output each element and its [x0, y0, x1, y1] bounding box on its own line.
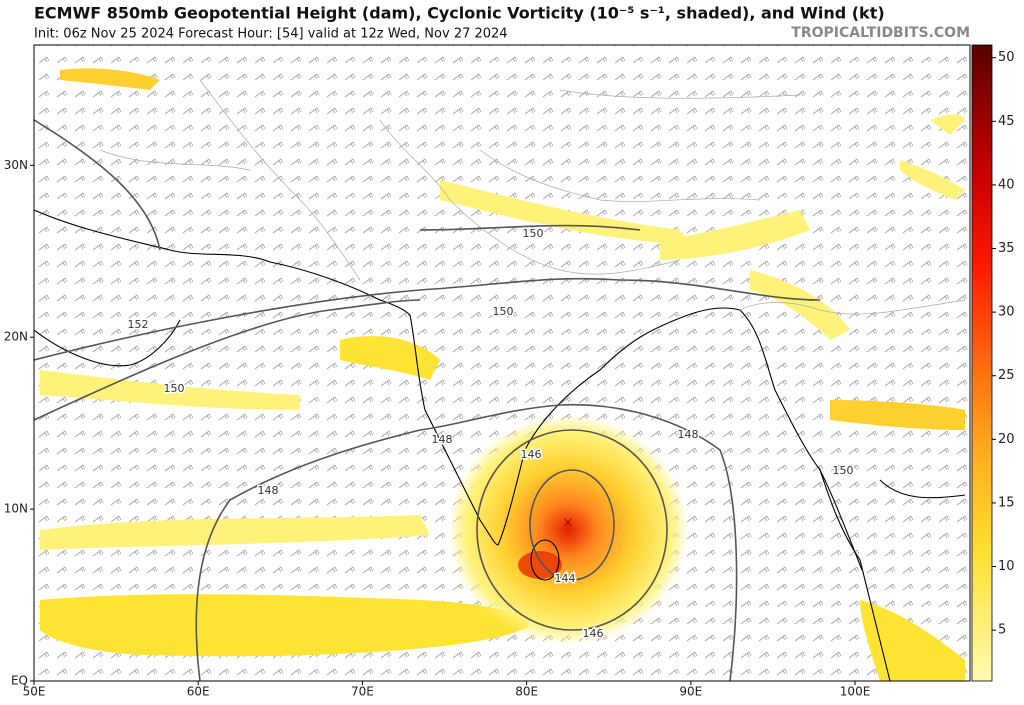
colorbar-label: 15 — [998, 495, 1015, 510]
y-tick-label: EQ — [11, 674, 28, 688]
contour-label: 148 — [258, 484, 279, 497]
x-tick-label: 50E — [23, 685, 46, 699]
contour-label: 148 — [432, 433, 453, 446]
colorbar-label: 45 — [998, 114, 1015, 129]
coastlines — [34, 209, 966, 681]
colorbar-label: 50 — [998, 50, 1015, 65]
colorbar-label: 40 — [998, 177, 1015, 192]
colorbar-label: 35 — [998, 241, 1015, 256]
title: ECMWF 850mb Geopotential Height (dam), C… — [34, 4, 885, 23]
subtitle: Init: 06z Nov 25 2024 Forecast Hour: [54… — [34, 27, 508, 42]
cyclone-center-marker: × — [563, 516, 574, 531]
map-area: 150 150 152 150 148 148 146 148 144 146 150 × — [34, 45, 970, 681]
contour-label: 146 — [521, 448, 542, 461]
map-frame — [33, 44, 971, 682]
contour-label: 148 — [678, 428, 699, 441]
contour-label: 150 — [164, 382, 185, 395]
x-tick-label: 100E — [840, 685, 871, 699]
x-tick-label: 80E — [515, 685, 538, 699]
height-contours — [34, 119, 821, 681]
cyclone-vorticity — [448, 415, 688, 645]
contour-label: 146 — [583, 627, 604, 640]
colorbar-label: 5 — [998, 623, 1006, 638]
colorbar — [971, 44, 993, 682]
contour-label: 152 — [128, 318, 149, 331]
colorbar-label: 30 — [998, 305, 1015, 320]
contour-label: 144 — [555, 572, 576, 585]
y-tick-label: 30N — [4, 158, 28, 172]
contour-label: 150 — [493, 305, 514, 318]
contour-label: 150 — [833, 464, 854, 477]
borders — [99, 79, 966, 315]
site-name: TROPICALTIDBITS.COM — [791, 25, 970, 41]
colorbar-label: 10 — [998, 559, 1015, 574]
contour-labels: 150 150 152 150 148 148 146 148 144 146 150 — [126, 226, 855, 642]
y-tick-label: 10N — [4, 502, 28, 516]
x-tick-label: 90E — [679, 685, 702, 699]
colorbar-label: 20 — [998, 432, 1015, 447]
x-tick-label: 70E — [351, 685, 374, 699]
x-tick-label: 60E — [187, 685, 210, 699]
contour-label: 150 — [523, 227, 544, 240]
colorbar-label: 25 — [998, 368, 1015, 383]
y-tick-label: 20N — [4, 330, 28, 344]
